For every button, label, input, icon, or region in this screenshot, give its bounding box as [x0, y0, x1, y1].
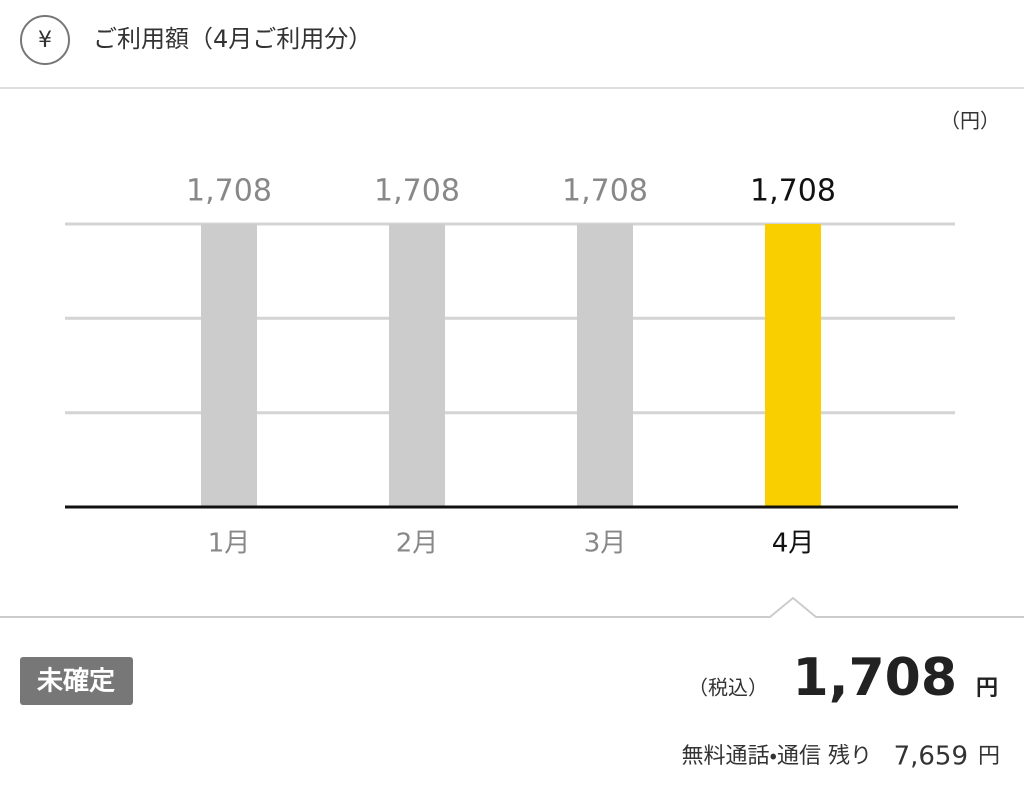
tax-label: （税込）: [688, 676, 768, 700]
bar: [577, 224, 633, 507]
divider-notch: [0, 596, 1024, 618]
bar: [201, 224, 257, 507]
panel-title: ご利用額（4月ご利用分）: [93, 25, 372, 53]
x-tick-label: 3月: [584, 529, 627, 559]
status-badge-text: 未確定: [37, 667, 115, 697]
yen-symbol: ¥: [38, 28, 52, 53]
value-label: 1,708: [750, 174, 836, 209]
bar: [765, 224, 821, 507]
value-label: 1,708: [374, 174, 460, 209]
yen-icon: [20, 15, 70, 65]
remaining-label: 無料通話・通信 残り: [682, 744, 872, 769]
bar: [389, 224, 445, 507]
total-amount: 1,708: [793, 648, 957, 708]
bar-chart: 1,708 1月 1,708 2月 1,708 3月 1,708 4月: [65, 174, 958, 559]
x-tick-label: 1月: [208, 529, 251, 559]
value-label: 1,708: [562, 174, 648, 209]
remaining-unit: 円: [978, 744, 1000, 769]
x-tick-label: 2月: [396, 529, 439, 559]
remaining-value: 7,659: [894, 742, 968, 772]
unit-label: （円）: [940, 109, 1000, 133]
value-label: 1,708: [186, 174, 272, 209]
x-tick-label: 4月: [772, 529, 815, 559]
total-unit: 円: [976, 676, 998, 701]
status-badge: [20, 657, 133, 705]
